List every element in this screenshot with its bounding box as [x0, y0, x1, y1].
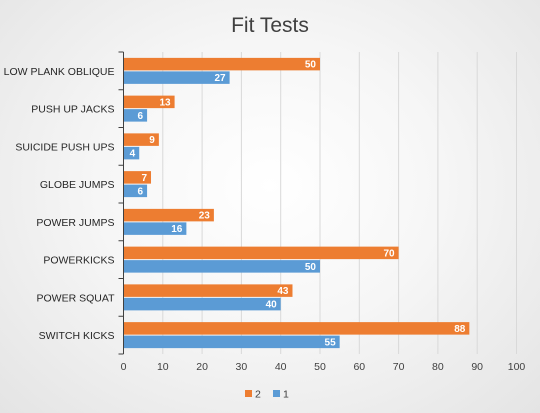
chart-title: Fit Tests: [231, 14, 309, 37]
bar-series-2-push-up-jacks: [123, 95, 175, 109]
x-tick-label: 100: [508, 361, 526, 373]
category-label-power-squat: POWER SQUAT: [37, 292, 116, 304]
category-label-switch-kicks: SWITCH KICKS: [39, 330, 115, 342]
x-tick-label: 0: [121, 361, 127, 373]
x-tick-label: 50: [314, 361, 326, 373]
x-tick-label: 80: [432, 361, 444, 373]
bar-series-1-suicide-push-ups: [123, 146, 140, 160]
x-tick-label: 60: [353, 361, 365, 373]
bar-series-1-push-up-jacks: [123, 109, 148, 122]
bar-series-1-power-squat: [123, 297, 281, 311]
data-label: 9: [149, 135, 155, 146]
data-label: 50: [305, 60, 317, 71]
bar-series-2-low-plank-oblique: [123, 57, 320, 71]
data-label: 16: [171, 224, 183, 235]
x-tick-label: 40: [275, 361, 287, 373]
data-label: 40: [266, 300, 278, 311]
data-label: 6: [138, 186, 144, 197]
legend-label-1: 1: [283, 389, 289, 401]
legend-label-2: 2: [255, 389, 261, 401]
legend-swatch-1: [273, 390, 280, 397]
bar-series-1-switch-kicks: [123, 335, 340, 349]
bar-series-1-low-plank-oblique: [123, 71, 230, 84]
data-label: 50: [305, 262, 317, 273]
data-label: 88: [454, 324, 466, 335]
x-tick-label: 90: [471, 361, 483, 373]
x-tick-label: 30: [236, 361, 248, 373]
bar-series-2-powerkicks: [123, 246, 399, 260]
legend-swatch-2: [245, 390, 252, 397]
category-label-power-jumps: POWER JUMPS: [36, 217, 114, 229]
bar-series-1-powerkicks: [123, 260, 320, 273]
category-label-suicide-push-ups: SUICIDE PUSH UPS: [15, 141, 114, 153]
bar-series-2-suicide-push-ups: [123, 133, 159, 146]
bar-series-2-globe-jumps: [123, 171, 152, 184]
axes: [118, 51, 124, 355]
category-label-push-up-jacks: PUSH UP JACKS: [31, 104, 114, 116]
bar-series-2-power-jumps: [123, 208, 214, 222]
category-label-globe-jumps: GLOBE JUMPS: [40, 179, 115, 191]
data-label: 6: [138, 111, 144, 122]
data-label: 43: [277, 286, 289, 297]
bar-series-2-power-squat: [123, 284, 293, 297]
data-label: 23: [199, 211, 211, 222]
data-label: 4: [130, 149, 136, 160]
data-label: 13: [159, 97, 171, 108]
data-label: 7: [141, 173, 147, 184]
category-label-low-plank-oblique: LOW PLANK OBLIQUE: [4, 66, 115, 78]
x-tick-label: 20: [196, 361, 208, 373]
category-label-powerkicks: POWERKICKS: [43, 255, 114, 267]
data-label: 27: [214, 73, 226, 84]
data-label: 55: [325, 337, 337, 348]
bar-series-2-switch-kicks: [123, 322, 470, 335]
data-label: 70: [383, 248, 395, 259]
bar-series-1-power-jumps: [123, 222, 187, 235]
labels: 0 10 20 30 40 50 60 70 80 90 100 50 27 LOW PLANK OBLI…: [4, 60, 526, 373]
bars: [123, 57, 470, 349]
x-tick-label: 70: [393, 361, 405, 373]
bar-series-1-globe-jumps: [123, 184, 148, 198]
x-tick-label: 10: [157, 361, 169, 373]
gridlines: [162, 52, 517, 354]
